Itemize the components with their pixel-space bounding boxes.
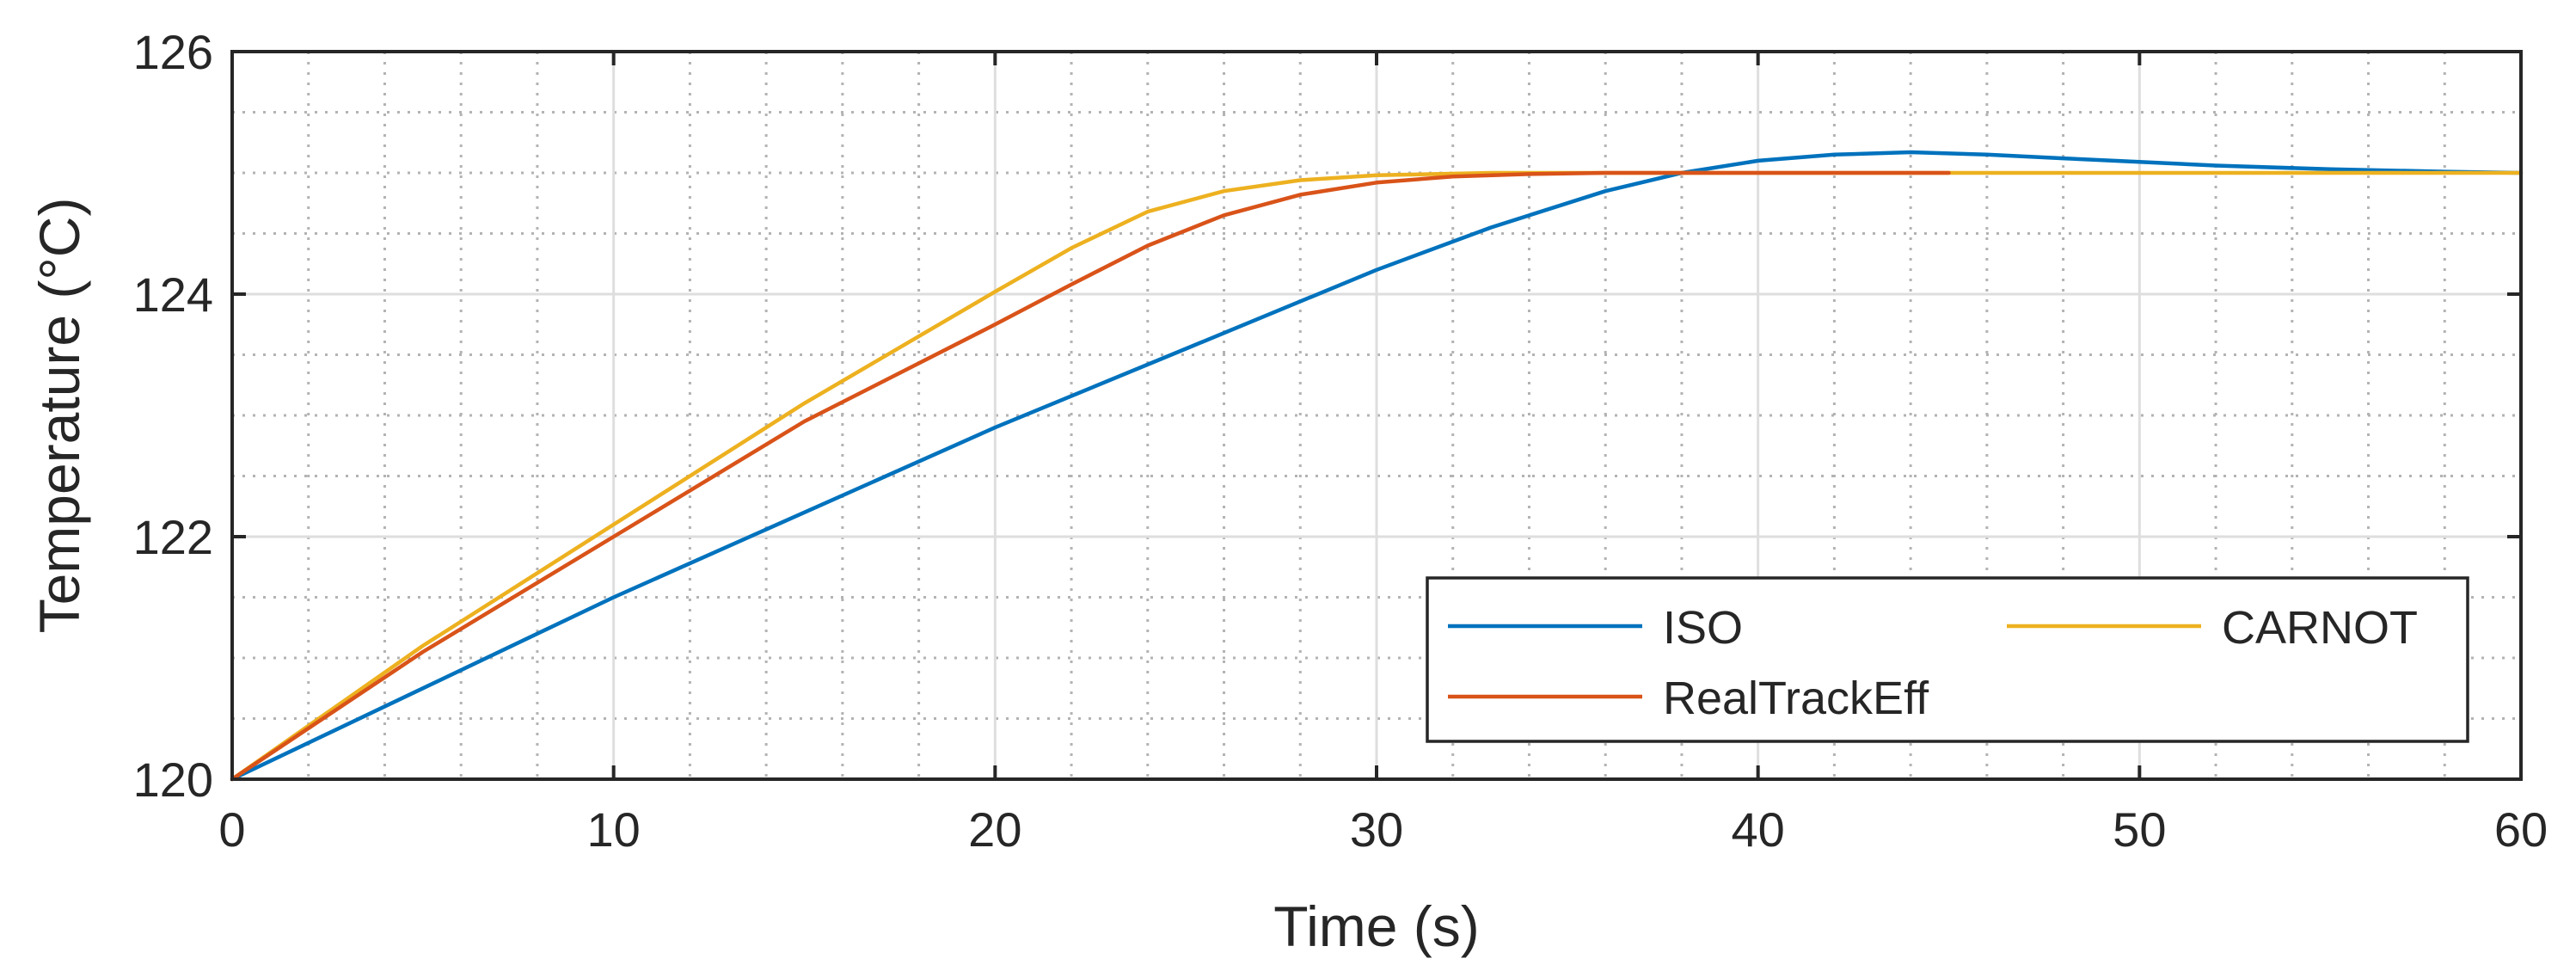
x-tick-label: 20 [968,802,1021,857]
x-tick-label: 50 [2113,802,2166,857]
x-tick-label: 0 [218,802,245,857]
y-axis-label: Temperature (°C) [28,198,91,634]
tick-marks [230,50,2523,781]
legend-box [1426,576,2469,743]
x-tick-label: 40 [1732,802,1785,857]
y-tick-label: 122 [133,510,213,564]
y-tick-label: 120 [133,753,213,807]
minor-grid [232,52,2521,779]
x-tick-label: 60 [2494,802,2548,857]
y-tick-label: 124 [133,267,213,322]
y-tick-label: 126 [133,25,213,79]
x-tick-label: 30 [1350,802,1403,857]
tick-labels: 0 10 20 30 40 50 60 120 122 124 126 [133,25,2548,857]
legend-label-realtrackeff: RealTrackEff [1663,673,1929,724]
series-line-iso [230,150,2524,782]
x-tick-label: 10 [587,802,641,857]
legend-label-carnot: CARNOT [2222,602,2418,654]
series-line-realtrackeff [230,170,1951,782]
series-layer [230,150,2524,782]
x-axis-label: Time (s) [1273,894,1480,958]
legend-label-iso: ISO [1663,602,1743,654]
legend: ISO CARNOT RealTrackEff [1426,576,2469,743]
